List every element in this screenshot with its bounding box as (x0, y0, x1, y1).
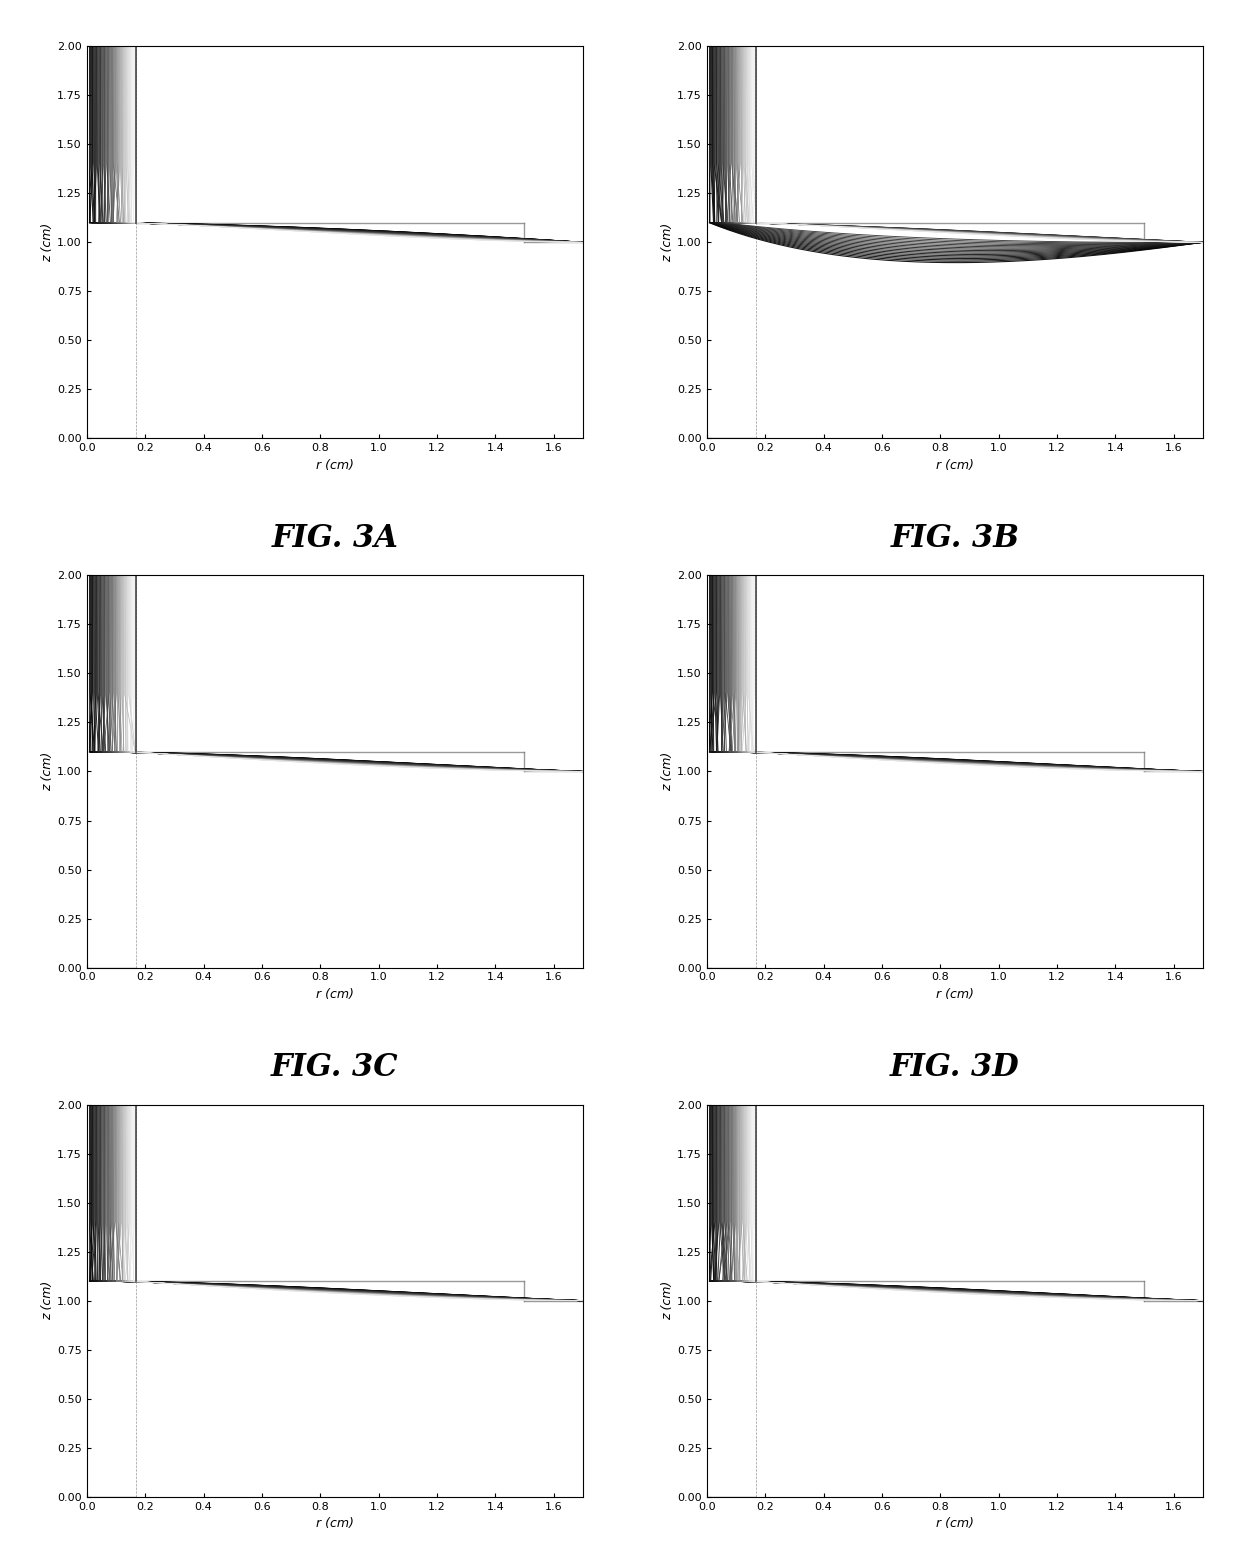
Y-axis label: z (cm): z (cm) (41, 1281, 55, 1321)
Y-axis label: z (cm): z (cm) (41, 751, 55, 792)
Y-axis label: z (cm): z (cm) (661, 1281, 675, 1321)
X-axis label: r (cm): r (cm) (936, 1517, 973, 1531)
X-axis label: r (cm): r (cm) (316, 1517, 353, 1531)
Y-axis label: z (cm): z (cm) (661, 751, 675, 792)
X-axis label: r (cm): r (cm) (936, 458, 973, 472)
Y-axis label: z (cm): z (cm) (661, 222, 675, 262)
Text: FIG. 3B: FIG. 3B (890, 523, 1019, 554)
X-axis label: r (cm): r (cm) (316, 458, 353, 472)
Text: FIG. 3C: FIG. 3C (272, 1052, 398, 1083)
Text: FIG. 3A: FIG. 3A (272, 523, 398, 554)
X-axis label: r (cm): r (cm) (316, 988, 353, 1001)
Text: FIG. 3D: FIG. 3D (890, 1052, 1019, 1083)
X-axis label: r (cm): r (cm) (936, 988, 973, 1001)
Y-axis label: z (cm): z (cm) (41, 222, 55, 262)
